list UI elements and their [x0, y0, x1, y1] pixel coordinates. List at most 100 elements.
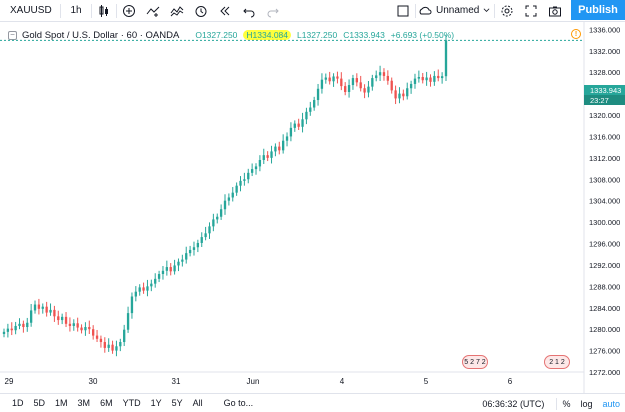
- last-price-label: 1333.943: [584, 85, 625, 95]
- range-6m[interactable]: 6M: [100, 398, 113, 408]
- fullscreen-square-icon[interactable]: [391, 0, 415, 22]
- candle-body: [254, 166, 258, 170]
- candle-body: [223, 200, 227, 210]
- settings-gear-icon[interactable]: [495, 0, 519, 22]
- top-toolbar: XAUUSD 1h Unnamed Publish: [0, 0, 625, 22]
- camera-icon[interactable]: [543, 0, 567, 22]
- candle-body: [262, 155, 265, 160]
- candle-body: [378, 72, 382, 76]
- utc-clock[interactable]: 06:36:32 (UTC): [482, 398, 545, 409]
- candles-chart-type-icon[interactable]: [92, 0, 116, 22]
- candle-body: [235, 185, 238, 193]
- indicators-icon[interactable]: [141, 0, 165, 22]
- price-chart[interactable]: 1336.0001332.0001328.0001324.0001320.000…: [0, 22, 625, 393]
- undo-icon[interactable]: [237, 0, 261, 22]
- interval-selector[interactable]: 1h: [70, 5, 82, 16]
- candle-body: [99, 338, 103, 343]
- low-value: L1327.250: [297, 30, 338, 40]
- price-tick-label: 1280.000: [589, 325, 620, 334]
- price-tick-label: 1320.000: [589, 111, 620, 120]
- candle-body: [103, 342, 106, 348]
- time-tick-label: 30: [89, 377, 98, 386]
- range-5d[interactable]: 5D: [33, 398, 46, 408]
- financials-icon[interactable]: [165, 0, 189, 22]
- candle-body: [440, 76, 444, 79]
- compare-add-icon[interactable]: [117, 0, 141, 22]
- candle-body: [10, 328, 13, 331]
- expand-icon[interactable]: [519, 0, 543, 22]
- candle-body: [49, 309, 52, 313]
- range-1y[interactable]: 1Y: [150, 398, 162, 408]
- price-tick-label: 1332.000: [589, 47, 620, 56]
- layout-name-label: Unnamed: [436, 5, 480, 16]
- candle-body: [134, 291, 137, 297]
- replay-icon[interactable]: [213, 0, 237, 22]
- candle-body: [142, 287, 145, 291]
- candle-body: [243, 179, 246, 181]
- range-1d[interactable]: 1D: [12, 398, 24, 408]
- range-1m[interactable]: 1M: [55, 398, 68, 408]
- price-scale[interactable]: 1336.0001332.0001328.0001324.0001320.000…: [589, 25, 620, 377]
- time-tick-label: 6: [508, 377, 513, 386]
- publish-button[interactable]: Publish: [571, 0, 625, 20]
- candle-body: [355, 78, 358, 83]
- candle-body: [41, 306, 44, 309]
- time-tick-label: 31: [172, 377, 181, 386]
- range-ytd[interactable]: YTD: [122, 398, 141, 408]
- price-tick-label: 1276.000: [589, 347, 620, 356]
- auto-scale-toggle[interactable]: auto: [602, 398, 620, 409]
- range-5y[interactable]: 5Y: [171, 398, 183, 408]
- percent-scale-toggle[interactable]: %: [562, 398, 571, 409]
- bottom-toolbar: 1D 5D 1M 3M 6M YTD 1Y 5Y All Go to... 06…: [0, 393, 625, 412]
- economic-event-flag[interactable]: 2 1 2: [544, 355, 570, 369]
- bar-countdown-label: 23:27: [584, 95, 625, 105]
- candle-body: [92, 329, 95, 336]
- candle-body: [33, 304, 37, 311]
- candle-body: [309, 107, 312, 112]
- chevron-down-icon: [483, 8, 490, 12]
- candle-body: [177, 261, 180, 266]
- candle-body: [359, 82, 362, 89]
- time-scale[interactable]: 29 30 31 Jun 4 5 6: [5, 377, 513, 386]
- candle-body: [185, 253, 188, 260]
- candle-body: [60, 316, 64, 321]
- candle-body: [239, 180, 242, 186]
- redo-icon[interactable]: [261, 0, 285, 22]
- price-tick-label: 1272.000: [589, 368, 620, 377]
- go-to-date-button[interactable]: Go to...: [223, 398, 254, 408]
- candle-body: [402, 93, 405, 97]
- candle-body: [231, 192, 234, 198]
- candle-body: [258, 159, 262, 167]
- candle-body: [347, 85, 351, 92]
- candle-body: [305, 111, 308, 120]
- candle-body: [328, 77, 331, 82]
- candle-body: [6, 328, 10, 332]
- candle-body: [344, 86, 347, 92]
- warning-icon[interactable]: !: [571, 29, 581, 39]
- symbol-search[interactable]: XAUUSD: [10, 5, 52, 16]
- candle-body: [76, 323, 79, 328]
- candle-body: [53, 309, 56, 317]
- candle-body: [64, 316, 68, 324]
- candle-body: [123, 329, 126, 343]
- log-scale-toggle[interactable]: log: [580, 398, 593, 409]
- range-all[interactable]: All: [192, 398, 203, 408]
- candle-body: [45, 306, 48, 313]
- candle-body: [2, 331, 6, 334]
- candle-body: [169, 267, 172, 272]
- candle-body: [29, 310, 33, 323]
- economic-event-flag[interactable]: 5 2 7 2: [462, 355, 488, 369]
- layout-name-menu[interactable]: Unnamed: [416, 0, 494, 22]
- candle-body: [107, 344, 110, 348]
- candle-body: [375, 75, 378, 79]
- alert-clock-icon[interactable]: [189, 0, 213, 22]
- price-tick-label: 1300.000: [589, 218, 620, 227]
- candle-body: [161, 270, 165, 275]
- candle-body: [14, 325, 17, 331]
- candle-body: [130, 296, 134, 314]
- price-tick-label: 1304.000: [589, 197, 620, 206]
- candle-body: [320, 79, 324, 89]
- legend-collapse-button[interactable]: −: [8, 30, 17, 40]
- range-3m[interactable]: 3M: [77, 398, 91, 408]
- toolbar-divider: [91, 3, 92, 18]
